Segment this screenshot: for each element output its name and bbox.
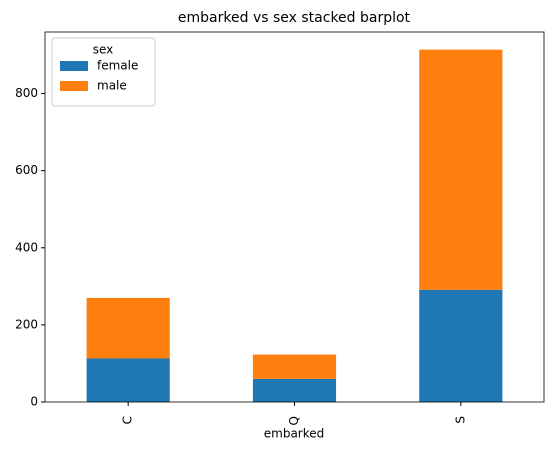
x-tick-label: Q: [287, 416, 301, 425]
x-tick-label: S: [453, 416, 467, 424]
y-tick-label: 0: [30, 395, 38, 409]
bar-segment: [86, 297, 170, 359]
bar-segment: [86, 358, 170, 402]
y-tick-label: 400: [15, 240, 38, 254]
legend-title: sex: [93, 43, 114, 57]
bar-segment: [252, 378, 337, 402]
y-tick-label: 600: [15, 163, 38, 177]
legend-swatch: [60, 81, 88, 91]
legend-swatch: [60, 61, 88, 71]
legend-label: male: [97, 79, 127, 93]
axes-frame: [44, 31, 545, 403]
legend-label: female: [97, 59, 138, 73]
x-tick-label: C: [121, 416, 135, 424]
bar-segment: [252, 354, 337, 379]
y-tick-label: 200: [15, 317, 38, 331]
bar-segment: [419, 289, 503, 402]
bar-segment: [419, 49, 503, 290]
chart-title: embarked vs sex stacked barplot: [178, 10, 411, 26]
x-axis-label: embarked: [264, 427, 325, 441]
y-tick-label: 800: [15, 86, 38, 100]
